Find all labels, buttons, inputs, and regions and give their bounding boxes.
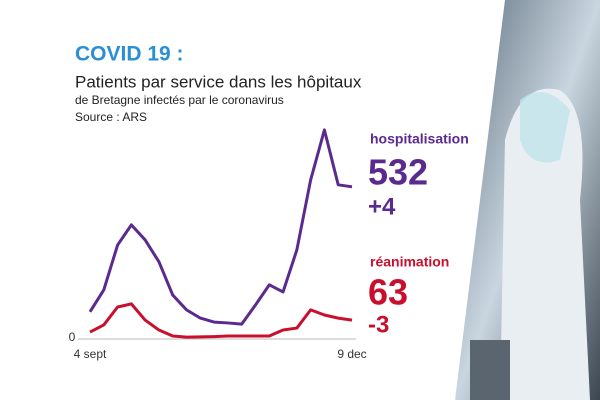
line	[89, 302, 353, 339]
line	[88, 128, 353, 326]
latest-value: 532	[368, 152, 428, 193]
photo	[455, 0, 600, 400]
subtitle: Patients par service dans les hôpitaux	[75, 72, 362, 91]
legend-label: hospitalisation	[370, 131, 469, 147]
title: COVID 19 :	[75, 43, 184, 66]
legend-label: réanimation	[370, 254, 449, 270]
x-tick-label: 4 sept	[74, 347, 107, 361]
x-tick-label: 9 dec	[337, 347, 366, 361]
change-value: +4	[368, 193, 396, 220]
source: Source : ARS	[75, 110, 147, 124]
change-value: -3	[368, 311, 389, 338]
y-tick-label: 0	[69, 330, 76, 344]
latest-value: 63	[368, 272, 408, 313]
subtitle-2: de Bretagne infectés par le coronavirus	[75, 93, 284, 107]
